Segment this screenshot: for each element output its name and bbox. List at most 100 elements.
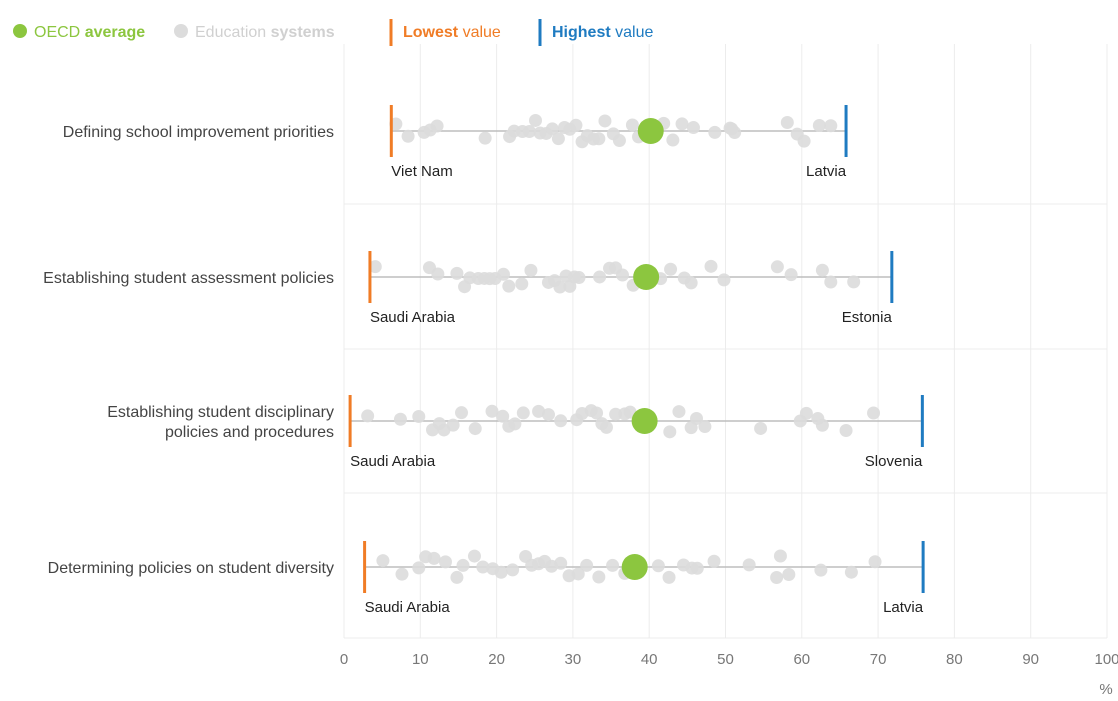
system-point [545, 122, 559, 136]
category-row: Determining policies on student diversit… [48, 541, 925, 616]
system-point [770, 570, 784, 584]
system-point [412, 561, 426, 575]
system-point [815, 263, 829, 277]
legend-lowest-suffix: value [463, 24, 501, 41]
x-tick-label: 80 [946, 651, 963, 668]
oecd-average-point [637, 118, 664, 144]
system-point [797, 134, 811, 148]
system-point [496, 267, 510, 281]
category-row: Defining school improvement priorities Vi… [63, 105, 848, 180]
system-point [467, 549, 481, 563]
system-point [815, 418, 829, 432]
system-point [541, 408, 555, 422]
system-point [814, 563, 828, 577]
system-point [844, 565, 858, 579]
system-point [554, 414, 568, 428]
system-point [532, 404, 546, 418]
system-point [593, 270, 607, 284]
system-point [551, 132, 565, 146]
system-point [455, 406, 469, 420]
system-point [615, 268, 629, 282]
lowest-country-label: Viet Nam [391, 163, 452, 180]
system-point [529, 113, 543, 127]
system-point [502, 279, 516, 293]
legend-systems-label: Education systems [195, 24, 335, 41]
x-tick-label: 60 [793, 651, 810, 668]
legend-systems-bold: systems [271, 24, 335, 41]
legend-oecd-marker [13, 24, 27, 38]
system-point [773, 549, 787, 563]
legend-oecd-label: OECD average [34, 24, 145, 41]
system-point [625, 118, 639, 132]
system-point [770, 260, 784, 274]
system-point [782, 567, 796, 581]
system-point [812, 118, 826, 132]
x-tick-label: 70 [870, 651, 887, 668]
highest-country-label: Estonia [842, 309, 893, 326]
system-point [686, 121, 700, 135]
system-point [430, 119, 444, 133]
category-label: Determining policies on student diversit… [48, 560, 334, 577]
system-point [506, 563, 520, 577]
system-point [438, 555, 452, 569]
system-point [569, 118, 583, 132]
system-point [651, 559, 665, 573]
system-point [368, 260, 382, 274]
system-point [515, 277, 529, 291]
category-label: Establishing student assessment policies [43, 270, 334, 287]
system-point [376, 554, 390, 568]
category-row: Establishing student assessment policies… [43, 251, 894, 326]
legend-systems-marker [174, 24, 188, 38]
system-point [690, 412, 704, 426]
system-point [867, 406, 881, 420]
system-point [663, 425, 677, 439]
highest-country-label: Slovenia [865, 453, 923, 470]
system-point [754, 421, 768, 435]
legend-lowest-bold: Lowest [403, 24, 459, 41]
legend-systems-prefix: Education [195, 24, 266, 41]
lowest-country-label: Saudi Arabia [350, 453, 436, 470]
system-point [606, 558, 620, 572]
system-point [522, 124, 536, 138]
system-point [839, 423, 853, 437]
lowest-country-label: Saudi Arabia [370, 309, 456, 326]
x-tick-label: 40 [641, 651, 658, 668]
system-point [868, 555, 882, 569]
legend-oecd-prefix: OECD [34, 24, 80, 41]
system-point [704, 259, 718, 273]
oecd-average-point [621, 554, 648, 580]
system-point [690, 561, 704, 575]
legend-highest-bold: Highest [552, 24, 611, 41]
system-point [698, 420, 712, 434]
x-tick-label: 0 [340, 651, 348, 668]
system-point [717, 273, 731, 287]
system-point [590, 406, 604, 420]
x-tick-label: 100 [1094, 651, 1118, 668]
legend-highest-suffix: value [615, 24, 653, 41]
system-point [609, 407, 623, 421]
system-point [516, 406, 530, 420]
legend-highest-label: Highest value [552, 24, 653, 41]
highest-country-label: Latvia [806, 163, 847, 180]
system-point [784, 268, 798, 282]
system-point [508, 417, 522, 431]
system-point [599, 420, 613, 434]
system-point [494, 565, 508, 579]
system-point [662, 570, 676, 584]
x-tick-label: 90 [1022, 651, 1039, 668]
system-point [684, 276, 698, 290]
system-point [664, 262, 678, 276]
system-point [572, 271, 586, 285]
system-point [456, 558, 470, 572]
highest-country-label: Latvia [883, 599, 924, 616]
system-point [592, 132, 606, 146]
system-point [612, 134, 626, 148]
x-tick-label: 10 [412, 651, 429, 668]
lowest-country-label: Saudi Arabia [365, 599, 451, 616]
system-point [450, 266, 464, 280]
system-point [476, 560, 490, 574]
system-point [592, 570, 606, 584]
category-row: Establishing student disciplinary policie… [107, 395, 924, 470]
system-point [571, 567, 585, 581]
